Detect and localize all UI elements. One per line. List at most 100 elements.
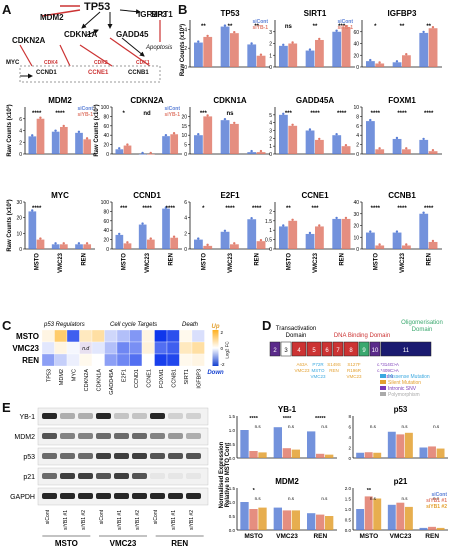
significance-label: ****	[166, 206, 176, 212]
legend-siyb1: siYB-1	[337, 25, 353, 31]
x-tick-label: VMC23	[228, 252, 234, 273]
bar	[356, 509, 365, 530]
bar	[75, 244, 83, 249]
group-label: p53 Regulators	[43, 322, 85, 328]
scale-up: Up	[212, 324, 220, 330]
western-quantification: YB-1 0.0 0.5 1.0 1.5 **** n.s **** n.s ***** n.s p5…	[219, 405, 448, 540]
legend-label: Polymorphism	[388, 392, 420, 398]
bar	[203, 36, 213, 67]
scale-down: Down	[207, 370, 224, 376]
data-point	[172, 132, 176, 135]
gene-sirt1: SIRT1	[150, 10, 173, 19]
x-tick-label: VMC23	[400, 252, 406, 273]
blot-band	[114, 413, 129, 419]
x-tick-label: VMC23	[276, 533, 298, 540]
blot-band	[60, 433, 75, 439]
data-point	[395, 60, 399, 63]
significance-label: ****	[310, 111, 320, 117]
bar	[115, 234, 124, 249]
blot-band	[96, 453, 111, 459]
heatmap-col-label: CDKN1A	[96, 369, 102, 392]
lane-label: siYB1 #2	[81, 510, 87, 530]
data-point	[223, 229, 227, 232]
data-point	[369, 58, 372, 62]
data-point	[431, 148, 435, 152]
y-tick-label: 20	[103, 143, 109, 149]
heatmap: p53 Regulators Cell cycle Targets Death MST…	[12, 322, 229, 395]
significance-label: **	[367, 488, 372, 494]
bar	[194, 42, 203, 67]
bar	[364, 452, 373, 458]
y-tick-label: 0	[269, 247, 272, 253]
chart-title: CDKN2A	[130, 96, 164, 105]
bar	[373, 498, 382, 530]
exon	[321, 341, 333, 357]
y-tick-label: 2	[269, 209, 272, 215]
bar	[220, 26, 230, 67]
band-label: YB-1	[19, 414, 35, 421]
band-label: MDM2	[14, 434, 35, 441]
exon	[306, 341, 322, 357]
scale-tick: 2	[221, 330, 224, 335]
bar	[392, 138, 402, 154]
bar	[305, 233, 315, 249]
data-point	[206, 114, 209, 117]
data-point	[378, 61, 381, 64]
heatmap-cell	[41, 329, 55, 343]
bar	[291, 510, 300, 530]
heatmap-cell	[129, 341, 143, 355]
y-tick-label: 20	[103, 238, 109, 244]
mutation-label: REN	[383, 374, 393, 379]
y-tick-label: 5	[184, 143, 187, 149]
bar	[123, 243, 132, 249]
exon	[358, 341, 370, 357]
blot-band	[150, 453, 165, 459]
bar	[279, 226, 288, 249]
blot-band	[114, 433, 129, 439]
y-tick-label: 3	[269, 30, 272, 36]
legend-label: siYB1 #2	[426, 504, 447, 510]
y-tick-label: 4	[184, 27, 187, 33]
y-tick-label: 60	[353, 30, 359, 36]
chart-ccnb1: CCNB1 0 10 20 30 40 **** MSTO **** VMC23 **** REN	[353, 191, 442, 273]
data-point	[141, 222, 144, 225]
chart-title: FOXM1	[388, 96, 416, 105]
y-tick-label: 0.0	[229, 528, 236, 533]
data-point	[259, 149, 263, 153]
data-point	[308, 128, 312, 131]
blot-band	[96, 433, 111, 439]
blot-band	[78, 433, 93, 439]
y-tick-label: 2	[356, 143, 359, 149]
significance-label: ****	[424, 111, 434, 117]
y-tick-label: 0	[106, 152, 109, 158]
lane-label: siYB1 #2	[189, 510, 195, 530]
gene-tp53: TP53	[84, 1, 111, 13]
legend-label: siCont	[431, 492, 447, 498]
heatmap-cell	[66, 341, 80, 355]
heatmap-cell	[79, 353, 93, 367]
data-point	[149, 151, 152, 155]
heatmap-cell	[116, 329, 130, 343]
y-tick-label: 0	[356, 247, 359, 253]
heatmap-cell	[129, 329, 143, 343]
data-point	[405, 243, 408, 246]
significance-label: *	[374, 24, 377, 30]
ns-label: n.s	[370, 424, 377, 429]
bar	[83, 244, 92, 249]
y-tick-label: 2	[269, 136, 272, 142]
x-tick-label: REN	[340, 253, 346, 266]
significance-label: **	[400, 24, 405, 30]
bar	[36, 118, 45, 154]
bar	[282, 448, 291, 458]
legend-label: Missense Mutation	[388, 374, 430, 380]
y-tick-label: 3	[269, 129, 272, 135]
bar	[315, 39, 324, 67]
blot-band	[114, 493, 129, 499]
blot-band	[150, 433, 165, 439]
data-point	[335, 29, 338, 32]
data-point	[422, 211, 425, 214]
y-tick-label: 10	[353, 235, 359, 241]
mutation-label: c.*314G>A	[377, 362, 399, 367]
